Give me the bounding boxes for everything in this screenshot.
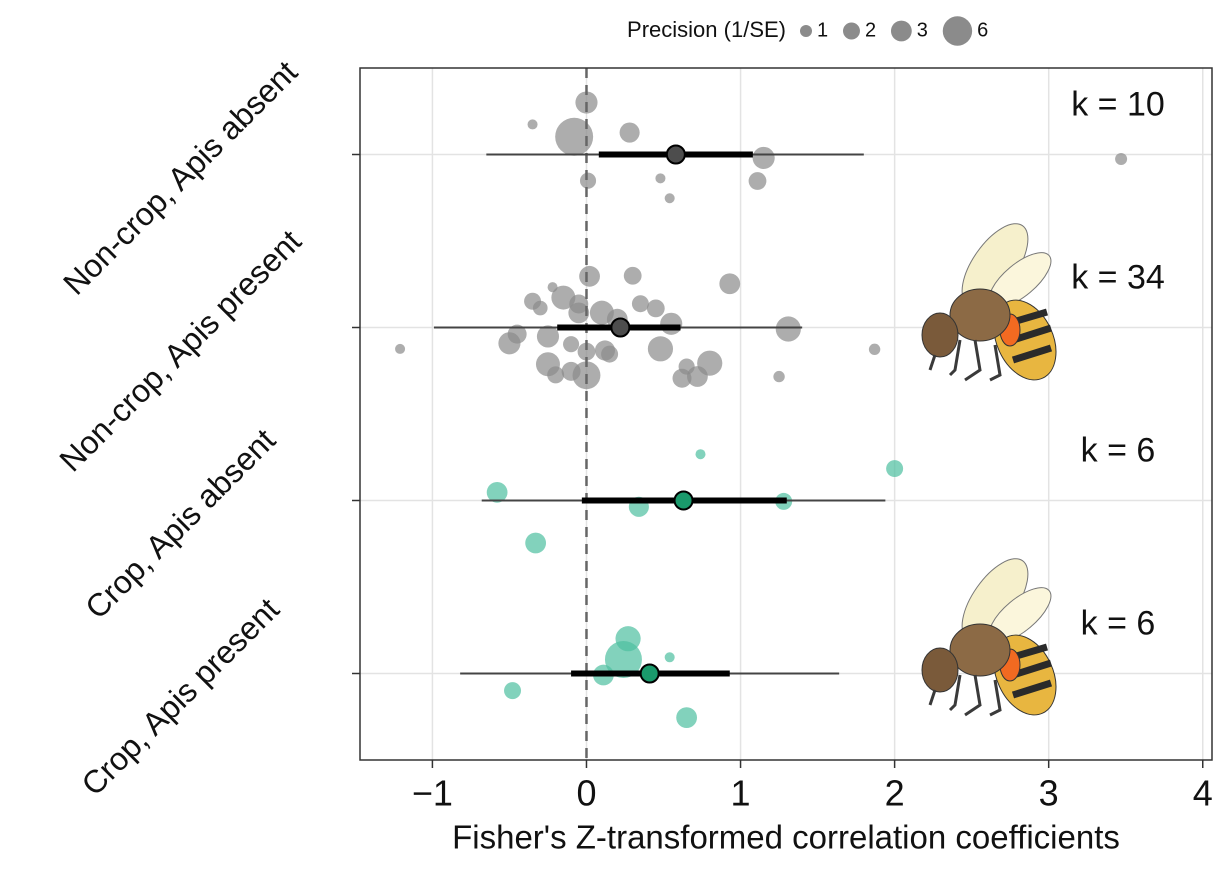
effect-point <box>615 626 640 651</box>
legend-size-label: 6 <box>977 19 988 41</box>
legend-title: Precision (1/SE) <box>627 17 786 42</box>
effect-point <box>665 652 675 662</box>
legend-size-key <box>943 16 972 45</box>
y-tick-label: Crop, Apis absent <box>78 422 282 626</box>
effect-point <box>525 533 546 554</box>
effect-point <box>749 172 767 190</box>
x-tick-label: 3 <box>1039 773 1059 814</box>
x-tick-label: −1 <box>412 773 453 814</box>
mean-estimate <box>675 492 693 510</box>
k-label: k = 34 <box>1071 258 1165 296</box>
effect-point <box>624 267 642 285</box>
effect-point <box>524 293 541 310</box>
effect-point <box>647 300 665 318</box>
k-label: k = 6 <box>1081 604 1156 642</box>
effect-point <box>886 460 903 477</box>
effect-point <box>580 173 596 189</box>
x-tick-label: 2 <box>885 773 905 814</box>
effect-point <box>655 173 665 183</box>
mean-estimate <box>667 146 685 164</box>
effect-point <box>632 295 649 312</box>
effect-point <box>648 336 673 361</box>
effect-point <box>719 273 740 294</box>
x-tick-label: 0 <box>576 773 596 814</box>
effect-point <box>695 449 705 459</box>
effect-point <box>673 369 692 388</box>
k-label: k = 6 <box>1081 431 1156 469</box>
mean-estimate <box>641 665 659 683</box>
x-tick-label: 1 <box>731 773 751 814</box>
effect-point <box>753 147 775 169</box>
effect-point <box>665 193 675 203</box>
effect-point <box>1115 153 1127 165</box>
effect-point <box>601 346 618 363</box>
effect-point <box>776 316 801 341</box>
effect-point <box>547 366 564 383</box>
legend-size-key <box>800 25 812 37</box>
x-axis-label: Fisher's Z-transformed correlation coeff… <box>452 819 1120 856</box>
effect-point <box>697 351 722 376</box>
effect-point <box>528 119 538 129</box>
effect-point <box>579 266 600 287</box>
effect-point <box>537 325 559 347</box>
chart: Precision (1/SE) Fisher's Z-transformed … <box>0 0 1225 869</box>
legend-size-key <box>891 21 912 42</box>
effect-point <box>562 362 581 381</box>
legend-size-label: 3 <box>917 19 928 41</box>
effect-point <box>620 123 640 143</box>
effect-point <box>660 313 682 335</box>
legend-size-label: 2 <box>865 19 876 41</box>
legend-size-key <box>843 23 860 40</box>
plot-panel <box>360 68 1212 760</box>
k-label: k = 10 <box>1071 85 1165 123</box>
effect-point <box>676 707 697 728</box>
legend-size-label: 1 <box>817 19 828 41</box>
mean-estimate <box>611 319 629 337</box>
effect-point <box>869 344 880 355</box>
effect-point <box>563 336 579 352</box>
effect-point <box>504 682 521 699</box>
effect-point <box>548 282 558 292</box>
effect-point <box>773 371 784 382</box>
x-tick-label: 4 <box>1193 773 1213 814</box>
effect-point <box>395 344 405 354</box>
